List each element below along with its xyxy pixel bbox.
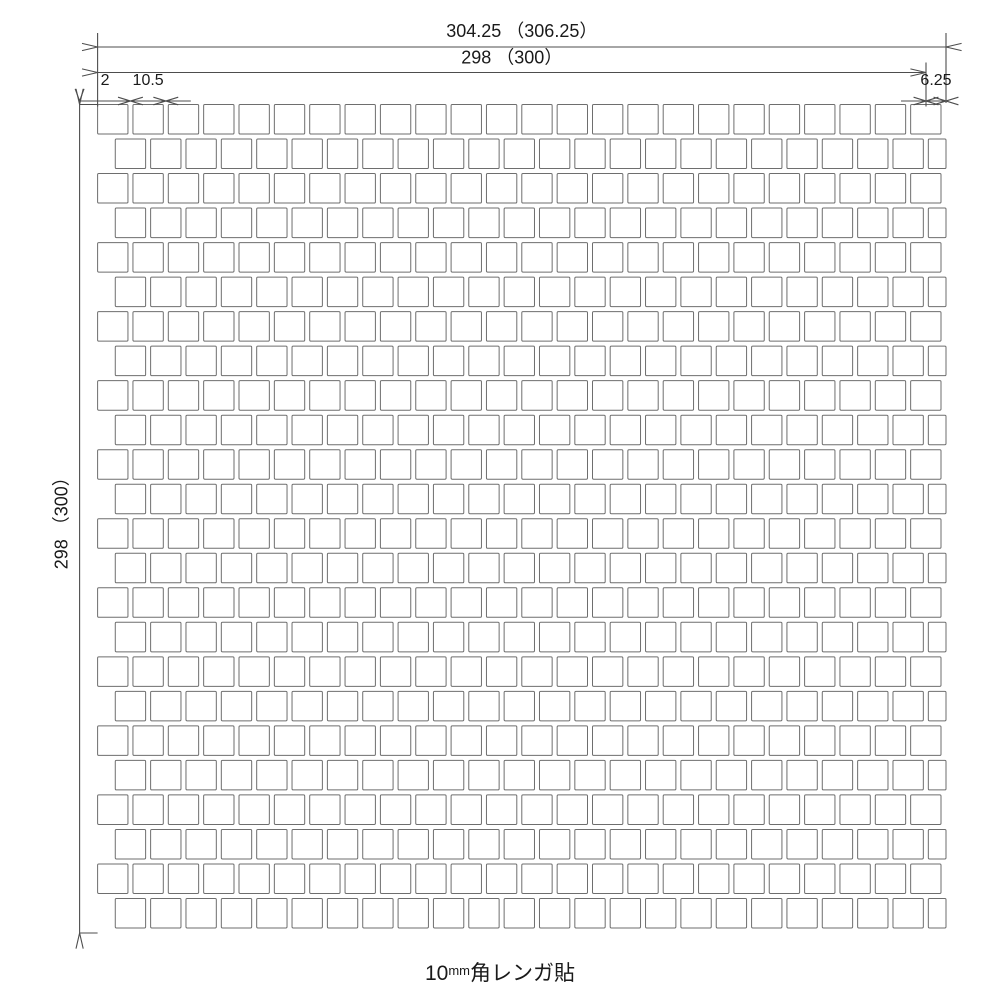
svg-text:298 （300）: 298 （300） (52, 468, 72, 569)
svg-text:6.25: 6.25 (920, 72, 951, 89)
svg-text:10.5: 10.5 (133, 72, 164, 89)
svg-text:10mm角レンガ貼: 10mm角レンガ貼 (425, 962, 575, 985)
svg-text:304.25 （306.25）: 304.25 （306.25） (446, 21, 597, 41)
svg-text:298 （300）: 298 （300） (461, 48, 562, 68)
svg-text:2: 2 (101, 72, 110, 89)
